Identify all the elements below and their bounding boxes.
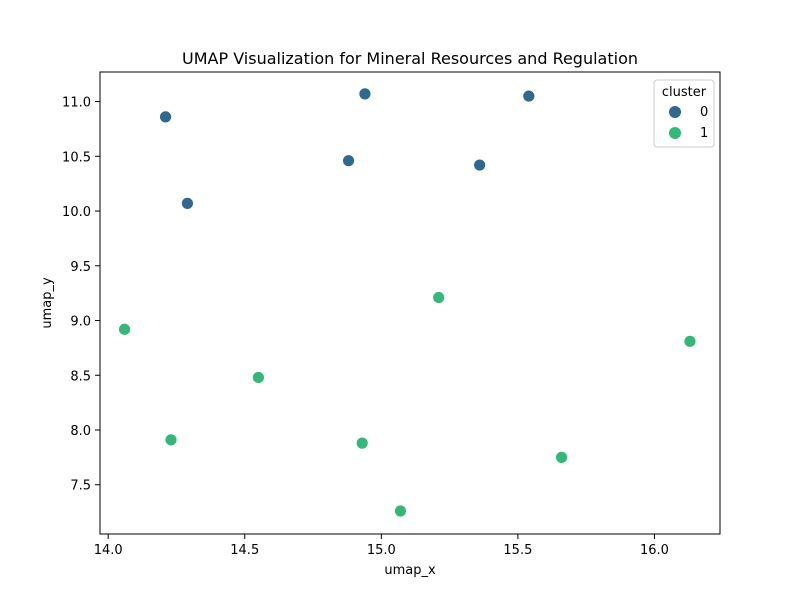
scatter-point-cluster-0 bbox=[358, 87, 372, 101]
y-tick-label: 7.5 bbox=[70, 479, 91, 494]
y-tick-label: 8.5 bbox=[70, 369, 91, 384]
scatter-point-cluster-1 bbox=[355, 436, 369, 450]
scatter-point-cluster-1 bbox=[252, 371, 265, 384]
scatter-point-cluster-0 bbox=[181, 196, 194, 210]
x-tick-label: 15.5 bbox=[503, 543, 532, 558]
legend: cluster 0 1 bbox=[653, 79, 715, 148]
points-layer bbox=[118, 87, 697, 518]
x-tick-label: 14.5 bbox=[230, 543, 259, 558]
scatter-point-cluster-0 bbox=[522, 89, 536, 103]
legend-title: cluster bbox=[662, 85, 707, 100]
y-tick-label: 8.0 bbox=[70, 424, 91, 439]
legend-marker-cluster-1 bbox=[669, 127, 681, 139]
chart-title: UMAP Visualization for Mineral Resources… bbox=[182, 49, 638, 68]
scatter-point-cluster-1 bbox=[683, 334, 697, 348]
scatter-point-cluster-1 bbox=[164, 433, 178, 447]
x-axis: 14.0 14.5 15.0 15.5 16.0 bbox=[94, 534, 669, 558]
scatter-point-cluster-1 bbox=[432, 291, 446, 304]
plot-area bbox=[99, 71, 721, 535]
y-tick-label: 9.5 bbox=[70, 260, 91, 275]
x-tick-label: 16.0 bbox=[640, 543, 669, 558]
scatter-point-cluster-1 bbox=[394, 504, 407, 518]
scatter-point-cluster-0 bbox=[159, 110, 172, 124]
y-tick-label: 11.0 bbox=[62, 96, 91, 111]
x-tick-label: 14.0 bbox=[94, 543, 123, 558]
legend-label-cluster-0: 0 bbox=[700, 105, 708, 120]
y-axis: 7.5 8.0 8.5 9.0 9.5 10.0 10.5 11.0 bbox=[62, 96, 100, 494]
scatter-point-cluster-0 bbox=[342, 154, 355, 168]
x-axis-label: umap_x bbox=[384, 563, 436, 578]
legend-label-cluster-1: 1 bbox=[700, 126, 708, 141]
legend-box bbox=[653, 79, 715, 148]
scatter-point-cluster-1 bbox=[555, 450, 568, 464]
scatter-point-cluster-0 bbox=[473, 158, 487, 172]
scatter-point-cluster-1 bbox=[118, 322, 131, 336]
y-tick-label: 10.0 bbox=[62, 205, 91, 220]
legend-marker-cluster-0 bbox=[669, 106, 681, 118]
y-tick-label: 10.5 bbox=[62, 150, 91, 165]
plot-frame bbox=[99, 71, 721, 535]
y-axis-label: umap_y bbox=[40, 277, 55, 329]
x-tick-label: 15.0 bbox=[367, 543, 396, 558]
y-tick-label: 9.0 bbox=[70, 315, 91, 330]
